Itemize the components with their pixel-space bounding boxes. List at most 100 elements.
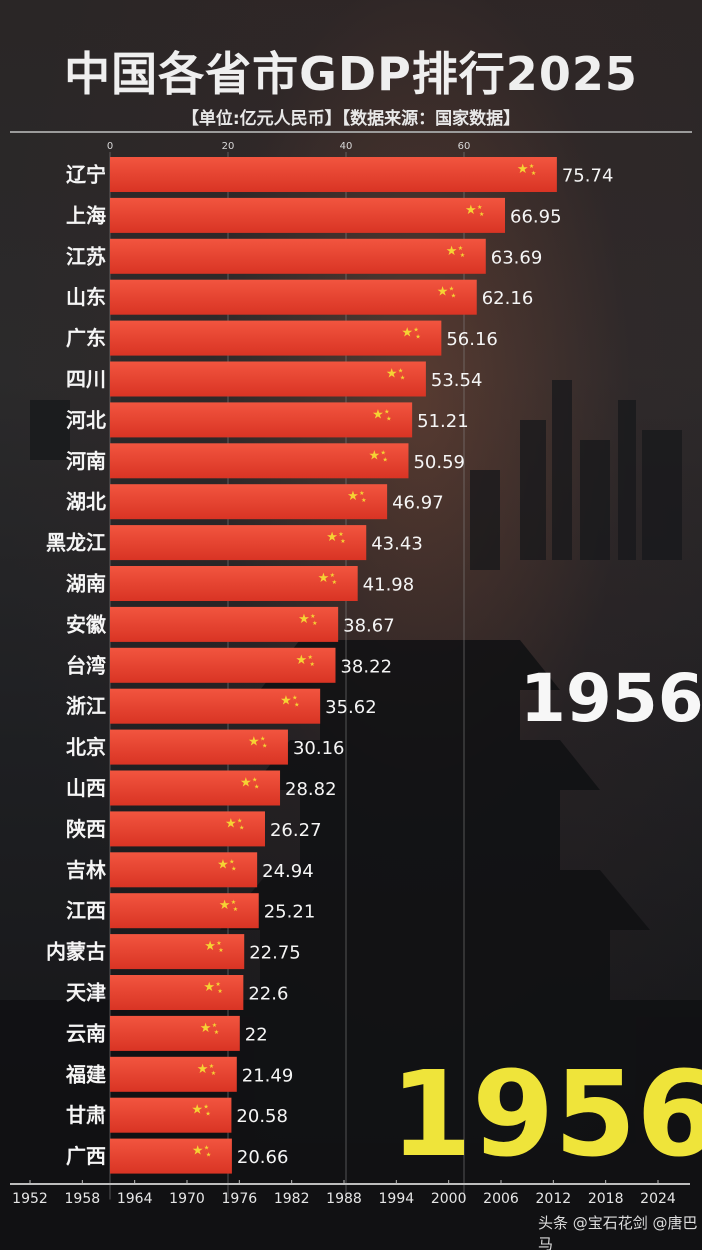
flag-small-star-icon: ★ [451, 293, 456, 300]
bar [110, 484, 388, 520]
flag-small-star-icon: ★ [359, 490, 364, 497]
bar [110, 770, 281, 806]
bar [110, 975, 244, 1010]
timeline-label: 1970 [169, 1191, 205, 1207]
value-label: 25.21 [264, 902, 316, 923]
category-label: 上海 [66, 203, 106, 227]
flag-star-icon: ★ [225, 816, 237, 831]
category-label: 天津 [66, 981, 106, 1005]
category-label: 广东 [66, 326, 106, 350]
x-tick-label: 20 [222, 141, 235, 152]
timeline-label: 1958 [65, 1191, 101, 1207]
flag-small-star-icon: ★ [531, 170, 536, 177]
value-label: 21.49 [242, 1065, 294, 1086]
category-label: 江苏 [66, 244, 106, 268]
flag-small-star-icon: ★ [479, 211, 484, 218]
flag-small-star-icon: ★ [340, 538, 345, 545]
flag-small-star-icon: ★ [239, 824, 244, 831]
flag-star-icon: ★ [517, 162, 529, 177]
category-label: 湖南 [66, 572, 106, 596]
flag-star-icon: ★ [248, 735, 260, 750]
flag-star-icon: ★ [446, 244, 458, 259]
current-year-big-label: 1956 [390, 1045, 702, 1183]
flag-small-star-icon: ★ [309, 661, 314, 668]
flag-star-icon: ★ [197, 1062, 209, 1077]
bar [110, 647, 336, 683]
bar [110, 361, 426, 397]
bar [110, 279, 477, 315]
flag-star-icon: ★ [298, 612, 310, 627]
bar [110, 811, 265, 847]
flag-star-icon: ★ [192, 1144, 204, 1159]
value-label: 41.98 [363, 575, 415, 596]
flag-small-star-icon: ★ [237, 817, 242, 824]
flag-small-star-icon: ★ [262, 743, 267, 750]
bar [110, 852, 258, 888]
value-label: 43.43 [371, 534, 423, 555]
flag-small-star-icon: ★ [254, 784, 259, 791]
category-label: 吉林 [66, 858, 106, 882]
flag-small-star-icon: ★ [361, 497, 366, 504]
flag-small-star-icon: ★ [206, 1152, 211, 1159]
category-label: 台湾 [66, 653, 106, 677]
flag-small-star-icon: ★ [233, 906, 238, 913]
category-label: 浙江 [66, 694, 106, 718]
flag-star-icon: ★ [204, 939, 216, 954]
bar [110, 1056, 237, 1092]
value-label: 63.69 [491, 247, 543, 268]
category-label: 湖北 [66, 490, 106, 514]
category-label: 河南 [66, 449, 106, 473]
bar [110, 1138, 232, 1174]
value-label: 38.67 [343, 615, 395, 636]
category-label: 内蒙古 [46, 940, 106, 964]
timeline-label: 2006 [483, 1191, 519, 1207]
category-label: 黑龙江 [46, 531, 106, 555]
value-label: 50.59 [413, 452, 465, 473]
flag-star-icon: ★ [401, 326, 413, 341]
value-label: 20.58 [236, 1106, 288, 1127]
flag-small-star-icon: ★ [212, 1022, 217, 1029]
flag-star-icon: ★ [240, 776, 252, 791]
bar [110, 197, 506, 233]
timeline-label: 2024 [640, 1191, 676, 1207]
x-tick-label: 40 [340, 141, 353, 152]
flag-small-star-icon: ★ [413, 327, 418, 334]
flag-star-icon: ★ [219, 898, 231, 913]
bar [110, 443, 409, 479]
flag-small-star-icon: ★ [310, 613, 315, 620]
timeline-label: 2018 [588, 1191, 624, 1207]
flag-small-star-icon: ★ [398, 368, 403, 375]
timeline-label: 1994 [379, 1191, 415, 1207]
category-label: 河北 [66, 408, 106, 432]
flag-small-star-icon: ★ [312, 620, 317, 627]
flag-star-icon: ★ [318, 571, 330, 586]
value-label: 35.62 [325, 697, 377, 718]
value-label: 53.54 [431, 370, 483, 391]
flag-star-icon: ★ [295, 653, 307, 668]
flag-small-star-icon: ★ [294, 702, 299, 709]
timeline-label: 1952 [12, 1191, 48, 1207]
timeline-label: 1964 [117, 1191, 153, 1207]
flag-small-star-icon: ★ [231, 899, 236, 906]
flag-star-icon: ★ [203, 980, 215, 995]
flag-small-star-icon: ★ [529, 163, 534, 170]
flag-small-star-icon: ★ [380, 449, 385, 456]
value-label: 30.16 [293, 738, 345, 759]
flag-star-icon: ★ [200, 1021, 212, 1036]
category-label: 陕西 [66, 817, 106, 841]
bar [110, 606, 339, 642]
x-tick-label: 60 [458, 141, 471, 152]
flag-small-star-icon: ★ [460, 252, 465, 259]
bar [110, 688, 321, 724]
value-label: 26.27 [270, 820, 322, 841]
flag-small-star-icon: ★ [332, 579, 337, 586]
flag-small-star-icon: ★ [203, 1104, 208, 1111]
flag-star-icon: ★ [368, 448, 380, 463]
value-label: 56.16 [446, 329, 498, 350]
bar [110, 893, 259, 929]
bar [110, 238, 486, 274]
flag-small-star-icon: ★ [292, 695, 297, 702]
flag-small-star-icon: ★ [215, 981, 220, 988]
value-label: 28.82 [285, 779, 337, 800]
